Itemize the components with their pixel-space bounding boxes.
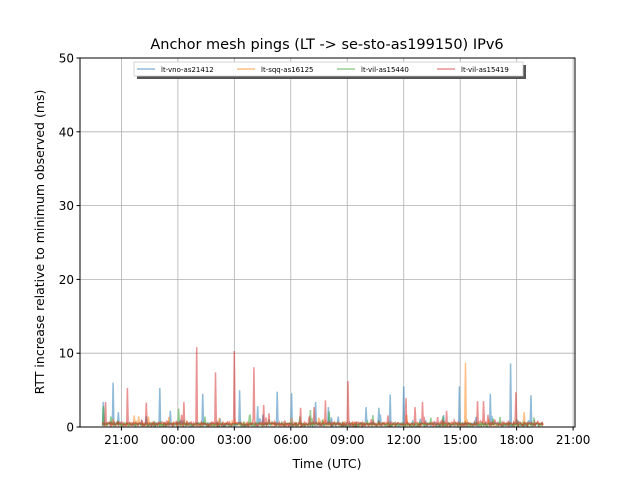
y-tick-label: 40 [59, 125, 74, 139]
legend-label: lt-vno-as21412 [161, 66, 214, 74]
x-tick-label: 06:00 [274, 433, 309, 447]
legend: lt-vno-as21412 lt-sqq-as16125 lt-vil-as154… [133, 61, 526, 79]
x-tick-label: 21:00 [104, 433, 139, 447]
x-tick-label: 18:00 [499, 433, 534, 447]
y-axis-label: RTT increase relative to minimum observe… [32, 90, 47, 395]
y-tick-label: 20 [59, 273, 74, 287]
legend-label: lt-vil-as15419 [461, 66, 509, 74]
y-tick-label: 0 [66, 421, 74, 435]
x-tick-label: 21:00 [556, 433, 591, 447]
y-tick-label: 50 [59, 52, 74, 66]
x-tick-label: 09:00 [330, 433, 365, 447]
x-tick-label: 00:00 [161, 433, 196, 447]
legend-box [133, 61, 524, 77]
y-tick-label: 30 [59, 199, 74, 213]
series-line-lt-vil-as15419 [101, 347, 544, 429]
x-tick-label: 03:00 [217, 433, 252, 447]
y-tick-label: 10 [59, 347, 74, 361]
x-tick-label: 12:00 [386, 433, 421, 447]
legend-label: lt-vil-as15440 [361, 66, 409, 74]
plot-frame [79, 57, 576, 428]
legend-label: lt-sqq-as16125 [261, 66, 313, 74]
x-tick-label: 15:00 [443, 433, 478, 447]
axis-ticks: 21:00 00:00 03:00 06:00 09:00 12:00 15:00 18:00… [59, 52, 591, 448]
x-axis-label: Time (UTC) [291, 456, 361, 471]
chart-title: Anchor mesh pings (LT -> se-sto-as199150… [150, 37, 503, 53]
series-lines [101, 347, 544, 429]
